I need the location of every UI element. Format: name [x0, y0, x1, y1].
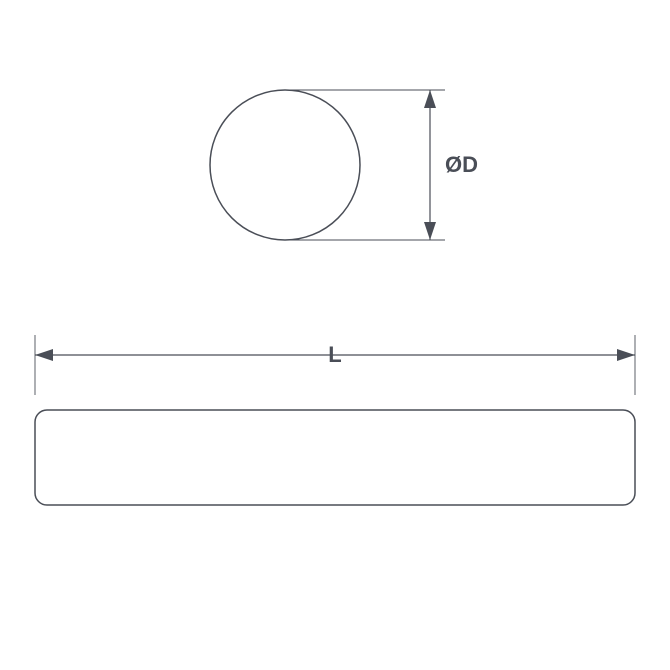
cylinder-side-view — [35, 410, 635, 505]
length-arrow-right — [617, 349, 635, 361]
diameter-label: ØD — [445, 152, 478, 177]
cylinder-end-view — [210, 90, 360, 240]
diameter-arrow-bottom — [424, 222, 436, 240]
length-label: L — [328, 342, 341, 367]
length-arrow-left — [35, 349, 53, 361]
technical-drawing: ØD L — [0, 0, 670, 670]
diameter-arrow-top — [424, 90, 436, 108]
